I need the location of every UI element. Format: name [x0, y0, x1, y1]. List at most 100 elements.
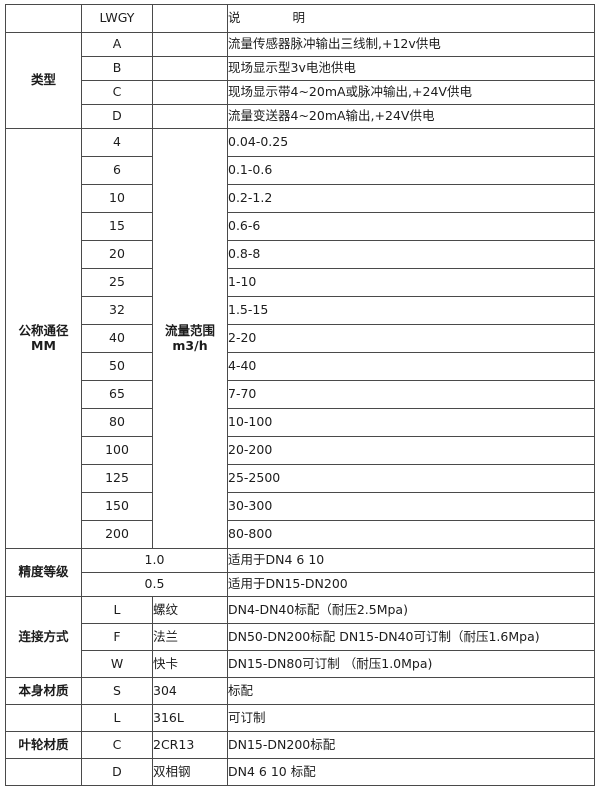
flow-range-value: 4-40 [227, 352, 595, 381]
dn-value: 10 [81, 184, 153, 213]
header-empty-cell-2 [152, 4, 228, 33]
table-row: D 流量变送器4~20mA输出,+24V供电 [6, 104, 595, 129]
table-row: 100 20-200 [6, 436, 595, 465]
table-row: 公称通径 MM 4 流量范围 m3/h 0.04-0.25 [5, 128, 595, 549]
nominal-diameter-label-line1: 公称通径 [18, 323, 69, 339]
dn-value: 80 [81, 408, 153, 437]
specification-table: LWGY 说明 类型 A 流量传感器脉冲输出三线制,+12v供电 B 现场显示型… [5, 4, 595, 786]
dn-value: 32 [81, 296, 153, 325]
table-row: 125 25-2500 [6, 464, 595, 493]
description-label-ming: 明 [292, 10, 306, 26]
table-row: 类型 A 流量传感器脉冲输出三线制,+12v供电 [5, 32, 595, 129]
dn-value: 4 [81, 128, 153, 157]
table-row: 25 1-10 [6, 268, 595, 297]
flow-range-value: 30-300 [227, 492, 595, 521]
table-row: 10 0.2-1.2 [6, 184, 595, 213]
body-material-code: S [81, 677, 153, 705]
table-row: W 快卡 DN15-DN80可订制 （耐压1.0Mpa) [6, 650, 595, 678]
table-row: 200 80-800 [6, 520, 595, 549]
accuracy-grade: 0.5 [81, 572, 228, 597]
type-description: 流量变送器4~20mA输出,+24V供电 [227, 104, 595, 129]
connection-name: 螺纹 [152, 596, 228, 624]
table-row: B 现场显示型3v电池供电 [6, 56, 595, 81]
impeller-material-name: 2CR13 [152, 731, 228, 759]
section-label-type: 类型 [5, 32, 82, 129]
description-label-shuo: 说 [228, 10, 241, 26]
type-code: D [81, 104, 153, 129]
type-blank [152, 80, 228, 105]
flow-range-value: 20-200 [227, 436, 595, 465]
table-row: L 316L 可订制 [5, 704, 595, 732]
body-material-label-continuation [5, 704, 82, 732]
section-label-connection: 连接方式 [5, 596, 82, 678]
accuracy-description: 适用于DN4 6 10 [227, 548, 595, 573]
type-blank [152, 104, 228, 129]
body-material-description: 标配 [227, 677, 595, 705]
table-row: F 法兰 DN50-DN200标配 DN15-DN40可订制（耐压1.6Mpa) [6, 623, 595, 651]
connection-description: DN50-DN200标配 DN15-DN40可订制（耐压1.6Mpa) [227, 623, 595, 651]
header-model-code: LWGY [81, 4, 153, 33]
section-label-accuracy: 精度等级 [5, 548, 82, 597]
table-row: 0.5 适用于DN15-DN200 [6, 572, 595, 597]
table-row: C 现场显示带4~20mA或脉冲输出,+24V供电 [6, 80, 595, 105]
connection-name: 法兰 [152, 623, 228, 651]
table-row: D 双相钢 DN4 6 10 标配 [5, 758, 595, 786]
type-code: C [81, 80, 153, 105]
dn-value: 50 [81, 352, 153, 381]
dn-value: 40 [81, 324, 153, 353]
table-row: 15 0.6-6 [6, 212, 595, 241]
section-label-body-material: 本身材质 [5, 677, 82, 705]
type-code: B [81, 56, 153, 81]
type-description: 现场显示型3v电池供电 [227, 56, 595, 81]
dn-value: 125 [81, 464, 153, 493]
flow-range-label-line1: 流量范围 [164, 323, 215, 339]
impeller-material-description: DN4 6 10 标配 [227, 758, 595, 786]
body-material-name: 304 [152, 677, 228, 705]
flow-range-value: 0.1-0.6 [227, 156, 595, 185]
table-row: 连接方式 L 螺纹 DN4-DN40标配（耐压2.5Mpa) [5, 596, 595, 678]
table-header-row: LWGY 说明 [5, 4, 595, 33]
connection-description: DN4-DN40标配（耐压2.5Mpa) [227, 596, 595, 624]
dn-value: 20 [81, 240, 153, 269]
impeller-material-code: D [81, 758, 153, 786]
section-label-nominal-diameter: 公称通径 MM [5, 128, 82, 549]
flow-range-value: 2-20 [227, 324, 595, 353]
flow-range-value: 1-10 [227, 268, 595, 297]
table-row: 20 0.8-8 [6, 240, 595, 269]
body-material-description: 可订制 [227, 704, 595, 732]
connection-name: 快卡 [152, 650, 228, 678]
body-material-code: L [81, 704, 153, 732]
flow-range-label: 流量范围 m3/h [152, 128, 228, 549]
table-row: 50 4-40 [6, 352, 595, 381]
section-label-impeller-material: 叶轮材质 [5, 731, 82, 759]
accuracy-description: 适用于DN15-DN200 [227, 572, 595, 597]
flow-range-value: 0.8-8 [227, 240, 595, 269]
flow-range-value: 80-800 [227, 520, 595, 549]
connection-code: L [81, 596, 153, 624]
dn-value: 65 [81, 380, 153, 409]
table-row: 叶轮材质 C 2CR13 DN15-DN200标配 [5, 731, 595, 759]
impeller-material-code: C [81, 731, 153, 759]
table-row: 40 2-20 [6, 324, 595, 353]
type-blank [152, 56, 228, 81]
impeller-material-name: 双相钢 [152, 758, 228, 786]
dn-value: 150 [81, 492, 153, 521]
header-empty-cell [5, 4, 82, 33]
flow-range-value: 0.6-6 [227, 212, 595, 241]
table-row: 150 30-300 [6, 492, 595, 521]
table-row: 精度等级 1.0 适用于DN4 6 10 [5, 548, 595, 597]
dn-value: 200 [81, 520, 153, 549]
body-material-name: 316L [152, 704, 228, 732]
connection-description: DN15-DN80可订制 （耐压1.0Mpa) [227, 650, 595, 678]
dn-value: 6 [81, 156, 153, 185]
dn-value: 100 [81, 436, 153, 465]
flow-range-value: 10-100 [227, 408, 595, 437]
type-description: 现场显示带4~20mA或脉冲输出,+24V供电 [227, 80, 595, 105]
header-description-label: 说明 [227, 4, 595, 33]
flow-range-value: 0.04-0.25 [227, 128, 595, 157]
table-row: 65 7-70 [6, 380, 595, 409]
connection-code: W [81, 650, 153, 678]
dn-value: 25 [81, 268, 153, 297]
flow-range-value: 7-70 [227, 380, 595, 409]
type-blank [152, 32, 228, 57]
